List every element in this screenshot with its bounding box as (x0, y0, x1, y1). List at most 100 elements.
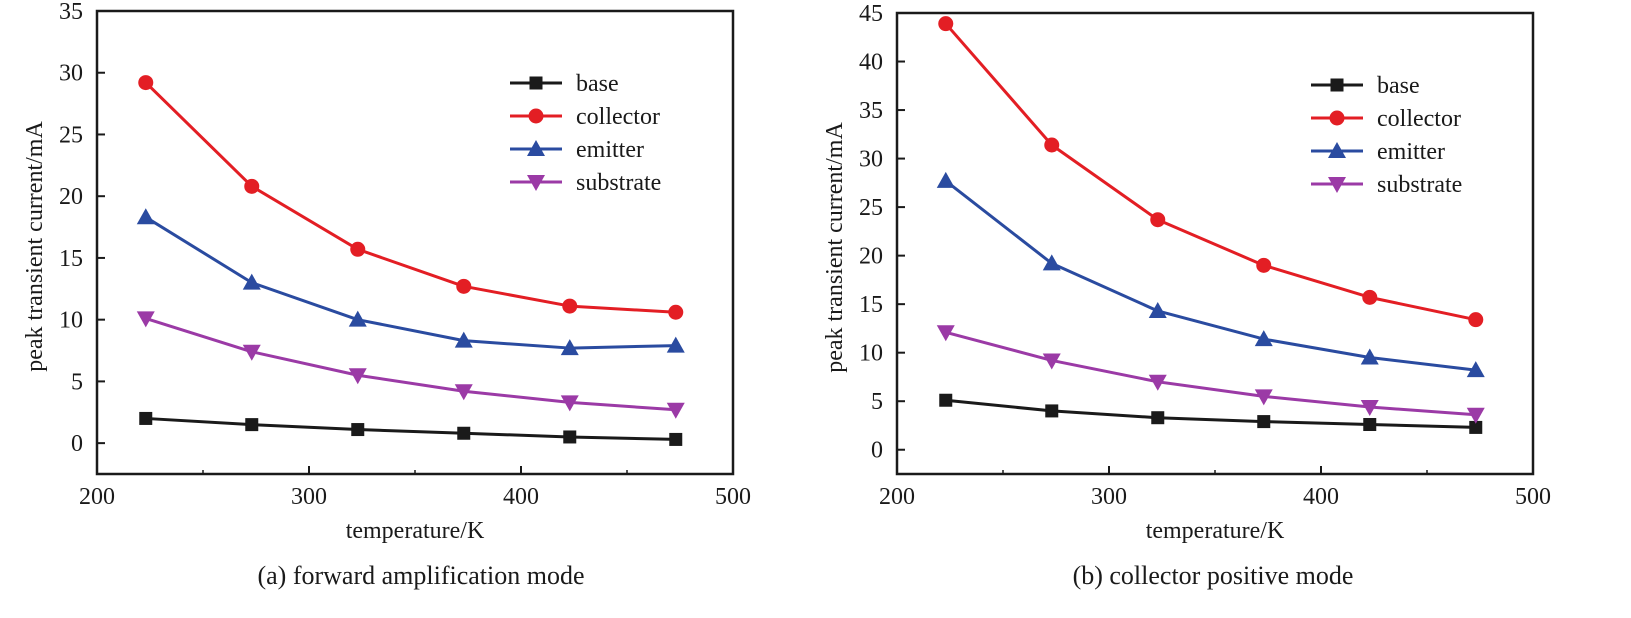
chart-a-series-collector (138, 75, 684, 320)
chart-b-series-collector (938, 16, 1484, 328)
chart-a-emitter-line (144, 215, 676, 350)
chart-a-emitter-point (348, 310, 367, 327)
chart-b-caption: (b) collector positive mode (1073, 561, 1354, 590)
chart-a-substrate-point (136, 311, 155, 328)
chart-a-base-point (563, 430, 577, 444)
chart-b: 200 300 400 500 0 5 10 15 20 25 30 35 40 45 temperatur… (822, 1, 1551, 590)
chart-a-collector-point (456, 278, 472, 294)
chart-a-series-substrate (136, 311, 685, 419)
chart-a-y-tick-label: 15 (59, 246, 83, 272)
chart-a-emitter-point (136, 208, 155, 225)
chart-a-legend-base-marker (529, 76, 543, 90)
chart-a-substrate-point (242, 344, 261, 361)
chart-b-collector-line (944, 22, 1477, 322)
chart-b-y-axis-title: peak transient current/mA (822, 122, 848, 373)
chart-b-legend-emitter-label: emitter (1377, 139, 1445, 165)
chart-b-x-tick-label: 300 (1091, 484, 1127, 510)
chart-b-legend-collector-label: collector (1377, 106, 1461, 132)
chart-a: 200 300 400 500 0 5 10 15 20 25 30 35 temperature/K p… (22, 0, 751, 590)
chart-a-collector-line (144, 81, 676, 314)
chart-a-x-tick-label: 200 (79, 484, 115, 510)
chart-b-legend-collector-marker (1329, 110, 1345, 126)
chart-b-base-point (1045, 404, 1059, 418)
chart-b-emitter-point (1148, 301, 1167, 318)
chart-b-legend-substrate-marker (1328, 177, 1346, 193)
chart-b-y-tick-label: 35 (859, 98, 883, 124)
chart-a-collector-point (244, 178, 260, 194)
chart-b-series-emitter (936, 171, 1485, 378)
chart-b-substrate-point (1042, 353, 1061, 370)
chart-b-emitter-point (1042, 254, 1061, 271)
chart-b-emitter-line (944, 179, 1476, 372)
chart-b-base-point (1257, 415, 1271, 429)
chart-a-substrate-point (348, 368, 367, 385)
chart-b-legend-base-label: base (1377, 73, 1420, 99)
chart-a-y-tick-label: 0 (71, 431, 83, 457)
chart-a-base-point (351, 423, 365, 437)
chart-a-y-tick-label: 5 (71, 369, 83, 395)
chart-b-base-point (1469, 420, 1483, 434)
chart-a-emitter-point (560, 339, 579, 356)
chart-b-substrate-point (1254, 389, 1273, 406)
chart-a-legend-collector-marker (528, 108, 544, 124)
chart-b-base-point (1363, 418, 1377, 432)
chart-b-x-tick-label: 400 (1303, 484, 1339, 510)
chart-b-base-point (939, 393, 953, 407)
chart-a-legend-emitter-label: emitter (576, 137, 644, 163)
chart-a-legend-collector-label: collector (576, 104, 660, 130)
chart-b-substrate-point (1360, 400, 1379, 417)
chart-a-y-tick-label: 30 (59, 61, 83, 87)
chart-b-collector-point (1468, 312, 1484, 328)
chart-a-emitter-point (242, 273, 261, 290)
chart-a-collector-point (668, 304, 684, 320)
chart-a-caption: (a) forward amplification mode (257, 561, 584, 590)
chart-b-emitter-point (1466, 361, 1485, 378)
chart-b-collector-point (1150, 212, 1166, 228)
chart-a-series-emitter (136, 208, 685, 356)
chart-b-series-substrate (936, 325, 1485, 424)
chart-a-x-axis-title: temperature/K (346, 518, 485, 544)
chart-b-legend-substrate-label: substrate (1377, 172, 1462, 198)
chart-b-y-tick-label: 20 (859, 244, 883, 270)
chart-b-collector-point (938, 16, 954, 32)
chart-b-substrate-point (936, 325, 955, 342)
chart-b-legend-base-marker (1330, 78, 1344, 92)
chart-a-substrate-point (454, 384, 473, 401)
chart-a-substrate-line (145, 317, 676, 412)
chart-a-legend-base-label: base (576, 71, 619, 97)
chart-b-y-tick-label: 25 (859, 195, 883, 221)
chart-a-y-axis-title: peak transient current/mA (22, 121, 48, 372)
chart-a-legend: base collector emitter substrate (510, 71, 661, 196)
chart-b-substrate-point (1466, 407, 1485, 424)
chart-a-base-point (245, 418, 259, 432)
chart-b-y-tick-label: 40 (859, 50, 883, 76)
chart-b-substrate-point (1148, 374, 1167, 391)
chart-a-base-point (139, 411, 153, 425)
chart-a-base-point (669, 432, 683, 446)
chart-b-substrate-line (945, 330, 1476, 417)
chart-a-y-tick-label: 10 (59, 308, 83, 334)
chart-a-y-tick-label: 20 (59, 184, 83, 210)
chart-b-collector-point (1044, 137, 1060, 153)
chart-a-x-tick-label: 400 (503, 484, 539, 510)
chart-b-x-tick-label: 200 (879, 484, 915, 510)
chart-b-y-tick-label: 0 (871, 438, 883, 464)
chart-b-base-line (945, 398, 1476, 429)
chart-b-collector-point (1362, 289, 1378, 305)
chart-a-x-tick-label: 300 (291, 484, 327, 510)
chart-b-series-base (939, 393, 1483, 434)
chart-a-y-tick-label: 25 (59, 122, 83, 148)
chart-a-collector-point (350, 241, 366, 257)
chart-b-y-tick-label: 10 (859, 341, 883, 367)
chart-a-y-tick-label: 35 (59, 0, 83, 25)
chart-b-emitter-point (1360, 348, 1379, 365)
chart-a-emitter-point (666, 336, 685, 353)
chart-a-legend-substrate-marker (527, 175, 545, 191)
chart-b-legend-emitter-marker (1328, 142, 1346, 158)
chart-a-collector-point (138, 75, 154, 91)
chart-b-base-point (1151, 411, 1165, 425)
chart-b-y-tick-label: 15 (859, 292, 883, 318)
chart-a-collector-point (562, 298, 578, 314)
chart-a-emitter-point (454, 331, 473, 348)
